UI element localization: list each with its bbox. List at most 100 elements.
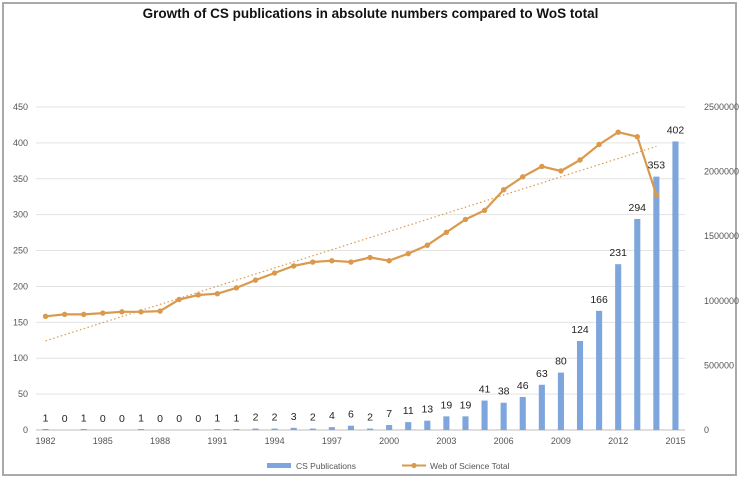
x-tick-label: 1982: [36, 436, 56, 446]
y-tick-label: 150: [13, 317, 28, 327]
bar: [424, 420, 431, 430]
bar: [271, 428, 278, 430]
bar: [443, 416, 450, 430]
data-label: 0: [119, 413, 125, 425]
bar: [519, 396, 526, 430]
data-label: 0: [62, 413, 68, 425]
wos-total-point: [462, 216, 469, 223]
x-tick-label: 2015: [665, 436, 685, 446]
bar: [328, 427, 335, 430]
wos-total-point: [653, 192, 660, 198]
wos-total-point: [558, 168, 564, 174]
data-label: 41: [479, 384, 491, 396]
wos-total-point: [61, 311, 68, 318]
x-tick-label: 1985: [93, 436, 113, 446]
trendline: [45, 145, 657, 342]
data-label: 19: [441, 399, 453, 411]
data-label: 46: [517, 380, 529, 392]
y-tick-label: 400: [13, 138, 28, 148]
x-tick-label: 2012: [608, 436, 628, 446]
bar: [347, 425, 355, 430]
x-tick-label: 2009: [551, 436, 571, 446]
wos-total-point: [195, 292, 201, 298]
data-label: 7: [386, 408, 392, 420]
bar: [615, 264, 622, 430]
data-label: 124: [571, 324, 589, 336]
bar: [500, 402, 507, 430]
bar: [576, 340, 584, 430]
bar: [137, 429, 145, 430]
data-label: 3: [291, 411, 297, 423]
wos-total-point: [596, 141, 602, 148]
data-label: 2: [310, 412, 316, 424]
bar: [672, 141, 679, 430]
wos-total-point: [119, 309, 125, 315]
y2-tick-label: 2000000: [704, 167, 739, 177]
y2-tick-label: 0: [704, 425, 709, 435]
data-label: 63: [536, 368, 548, 380]
wos-total-point: [214, 290, 221, 297]
data-label: 0: [100, 413, 106, 425]
data-label: 294: [629, 202, 647, 214]
legend-swatch-wos-marker: [411, 462, 417, 469]
data-label: 13: [421, 404, 433, 416]
wos-total-point: [233, 285, 240, 291]
data-label: 11: [403, 405, 414, 417]
bar: [634, 218, 641, 430]
bar: [481, 400, 488, 430]
x-tick-label: 2003: [436, 436, 456, 446]
y-tick-label: 50: [18, 389, 28, 399]
data-label: 2: [253, 412, 259, 424]
x-axis: 1982 1985 1988 1991 1994 1997 2000 2003 2006 2009…: [36, 436, 686, 446]
data-label: 402: [667, 124, 685, 136]
wos-total-line: [42, 129, 660, 320]
y-tick-label: 100: [13, 353, 28, 363]
bar: [405, 422, 412, 430]
wos-total-point: [348, 259, 354, 265]
cs-publications-bars: [42, 141, 679, 430]
data-label: 1: [138, 412, 144, 424]
data-label: 353: [648, 160, 666, 172]
data-label: 80: [555, 356, 567, 368]
bar: [366, 428, 374, 430]
bar: [214, 429, 221, 430]
wos-total-point: [290, 263, 297, 269]
legend-label-wos: Web of Science Total: [430, 461, 510, 471]
x-tick-label: 1994: [265, 436, 285, 446]
wos-total-series-line: [45, 131, 658, 318]
wos-total-point: [443, 229, 450, 236]
data-label: 231: [609, 247, 627, 259]
data-label: 1: [43, 412, 49, 424]
y2-tick-label: 1500000: [704, 231, 739, 241]
y2-tick-label: 500000: [704, 360, 734, 370]
wos-total-point: [481, 207, 488, 214]
bar: [80, 429, 87, 430]
bar: [233, 429, 240, 430]
data-label: 19: [460, 399, 472, 411]
legend-swatch-cs: [267, 463, 291, 468]
bar: [42, 429, 49, 430]
bar: [462, 416, 469, 430]
bar: [538, 384, 545, 430]
bar: [290, 427, 297, 430]
data-label: 6: [348, 409, 354, 421]
wos-total-point: [176, 296, 182, 303]
wos-total-point: [42, 313, 49, 320]
wos-total-point: [367, 254, 373, 261]
data-label: 0: [157, 413, 163, 425]
data-label: 0: [176, 413, 182, 425]
bar: [309, 428, 316, 430]
data-label: 1: [214, 412, 220, 424]
data-label: 4: [329, 410, 335, 422]
y2-tick-label: 2500000: [704, 102, 739, 112]
x-tick-label: 2006: [494, 436, 514, 446]
y-tick-label: 250: [13, 246, 28, 256]
data-label: 38: [498, 386, 510, 398]
legend-label-cs: CS Publications: [296, 461, 356, 471]
data-label: 2: [367, 412, 373, 424]
wos-total-point: [81, 311, 87, 318]
data-label: 2: [272, 412, 278, 424]
legend: CS Publications Web of Science Total: [267, 461, 510, 471]
wos-total-point: [634, 134, 640, 140]
